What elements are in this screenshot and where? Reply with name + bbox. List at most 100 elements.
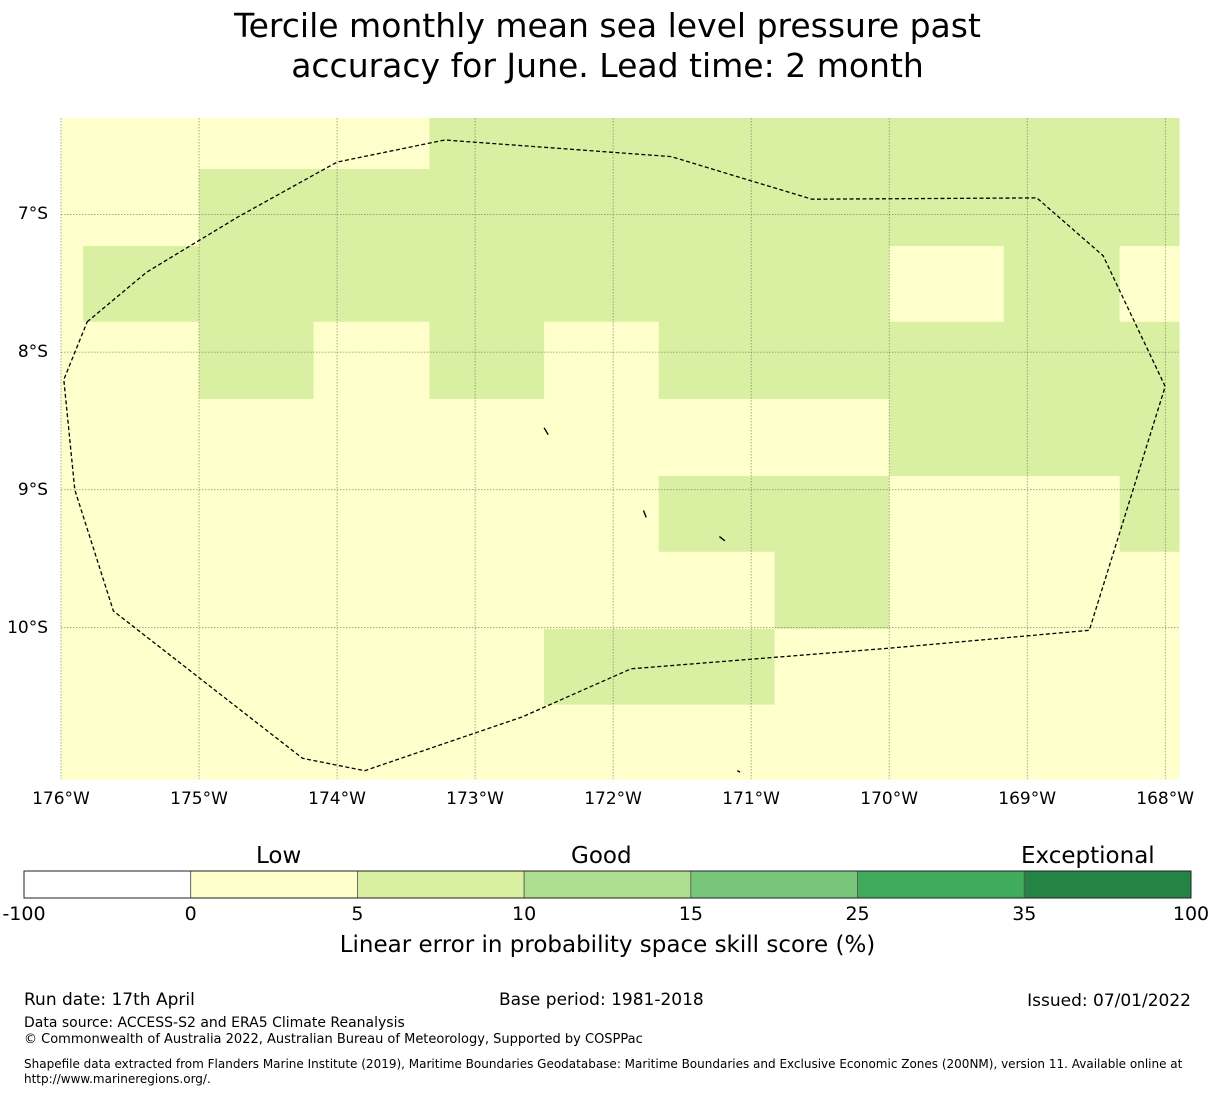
skill-cell bbox=[61, 168, 84, 247]
skill-cell bbox=[199, 321, 315, 400]
skill-cell bbox=[774, 628, 890, 706]
issued-date: Issued: 07/01/2022 bbox=[1027, 991, 1191, 1011]
skill-cell bbox=[313, 628, 431, 706]
skill-cell bbox=[61, 551, 84, 630]
skill-cell bbox=[61, 398, 84, 477]
skill-cell bbox=[199, 704, 315, 780]
colorbar-tick-label: 25 bbox=[845, 903, 870, 925]
skill-cell bbox=[1119, 321, 1180, 400]
skill-cell bbox=[83, 628, 200, 706]
skill-cell bbox=[1003, 118, 1121, 170]
skill-cell bbox=[61, 321, 84, 400]
skill-cell bbox=[544, 398, 660, 477]
colorbar-tick-label: 35 bbox=[1012, 903, 1037, 925]
skill-cell bbox=[429, 398, 545, 477]
skill-cell bbox=[658, 551, 776, 630]
colorbar bbox=[23, 870, 1192, 899]
skill-cell bbox=[658, 476, 776, 553]
skill-cell bbox=[313, 398, 431, 477]
skill-cell bbox=[313, 246, 431, 323]
skill-cell bbox=[61, 704, 84, 780]
x-tick-label: 171°W bbox=[722, 789, 780, 809]
copyright-notice: © Commonwealth of Australia 2022, Austra… bbox=[24, 1032, 643, 1047]
run-date: Run date: 17th April bbox=[24, 990, 195, 1010]
skill-cell bbox=[774, 476, 890, 553]
skill-cell bbox=[313, 704, 431, 780]
skill-cell bbox=[544, 246, 660, 323]
skill-cell bbox=[429, 551, 545, 630]
skill-cell bbox=[83, 551, 200, 630]
skill-cell bbox=[1003, 476, 1121, 553]
shapefile-credit: Shapefile data extracted from Flanders M… bbox=[24, 1057, 1183, 1086]
x-tick-label: 175°W bbox=[170, 789, 228, 809]
x-tick-label: 173°W bbox=[446, 789, 504, 809]
skill-cell bbox=[544, 476, 660, 553]
x-tick-label: 174°W bbox=[308, 789, 366, 809]
skill-cell bbox=[429, 321, 545, 400]
y-tick-label: 10°S bbox=[7, 617, 48, 638]
graticule bbox=[60, 118, 1179, 779]
skill-cell bbox=[199, 551, 315, 630]
map-title: Tercile monthly mean sea level pressure … bbox=[0, 6, 1215, 86]
skill-cell bbox=[889, 118, 1005, 170]
skill-cell bbox=[313, 168, 431, 247]
title-line-2: accuracy for June. Lead time: 2 month bbox=[291, 46, 924, 85]
skill-cell bbox=[429, 118, 545, 170]
skill-cell bbox=[83, 321, 200, 400]
skill-cell bbox=[83, 704, 200, 780]
colorbar-tick-label: -100 bbox=[2, 903, 46, 925]
skill-cell bbox=[199, 628, 315, 706]
colorbar-segment bbox=[523, 870, 692, 899]
colorbar-segment bbox=[857, 870, 1025, 899]
colorbar-segment bbox=[357, 870, 525, 899]
colorbar-tick-label: 5 bbox=[351, 903, 364, 925]
skill-cell bbox=[889, 704, 1005, 780]
skill-cell bbox=[658, 118, 776, 170]
colorbar-segment bbox=[1023, 870, 1192, 899]
title-line-1: Tercile monthly mean sea level pressure … bbox=[234, 6, 981, 45]
island-layer bbox=[543, 427, 741, 773]
colorbar-tick-label: 0 bbox=[184, 903, 197, 925]
skill-cell bbox=[658, 168, 776, 247]
skill-cell bbox=[889, 246, 1005, 323]
skill-cell bbox=[199, 476, 315, 553]
eez-boundary bbox=[63, 139, 1166, 772]
skill-cell bbox=[774, 398, 890, 477]
skill-cell bbox=[544, 118, 660, 170]
skill-cell bbox=[1003, 551, 1121, 630]
skill-cell bbox=[429, 704, 545, 780]
colorbar-tick-label: 15 bbox=[678, 903, 703, 925]
x-tick-label: 172°W bbox=[584, 789, 642, 809]
island-coastline bbox=[718, 536, 726, 542]
skill-cell bbox=[774, 168, 890, 247]
skill-cell bbox=[429, 628, 545, 706]
skill-cell bbox=[889, 398, 1005, 477]
skill-cell bbox=[313, 321, 431, 400]
skill-cell bbox=[1003, 398, 1121, 477]
skill-cell bbox=[774, 246, 890, 323]
skill-cell bbox=[658, 628, 776, 706]
skill-cell bbox=[544, 551, 660, 630]
skill-cell bbox=[199, 246, 315, 323]
skill-cell bbox=[1119, 704, 1180, 780]
colorbar-frame bbox=[23, 870, 1192, 899]
skill-cell bbox=[889, 168, 1005, 247]
island-coastline bbox=[642, 510, 647, 518]
skill-cell bbox=[1003, 704, 1121, 780]
skill-cell bbox=[1119, 168, 1180, 247]
colorbar-tick-label: 100 bbox=[1172, 903, 1210, 925]
skill-cell bbox=[61, 246, 84, 323]
skill-cell bbox=[83, 476, 200, 553]
skill-cell bbox=[658, 246, 776, 323]
skill-grid bbox=[61, 118, 1180, 780]
category-low-label: Low bbox=[256, 843, 302, 869]
skill-cell bbox=[1119, 476, 1180, 553]
colorbar-segment bbox=[190, 870, 358, 899]
x-tick-label: 170°W bbox=[860, 789, 919, 809]
skill-cell bbox=[544, 168, 660, 247]
skill-cell bbox=[1003, 321, 1121, 400]
skill-cell bbox=[1119, 246, 1180, 323]
skill-cell bbox=[313, 476, 431, 553]
colorbar-title: Linear error in probability space skill … bbox=[339, 932, 876, 958]
